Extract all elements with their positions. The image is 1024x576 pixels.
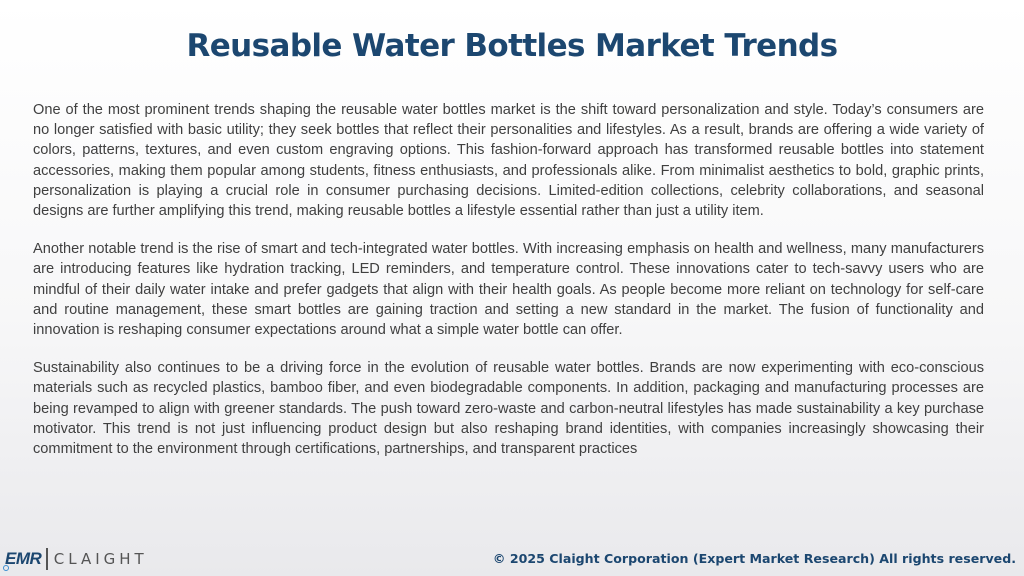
logo-text: CLAIGHT <box>53 550 148 568</box>
logo-dot-icon <box>3 565 9 571</box>
slide-body: One of the most prominent trends shaping… <box>33 100 984 477</box>
paragraph-smart-bottles: Another notable trend is the rise of sma… <box>33 241 984 339</box>
logo-mark: EMR <box>3 549 42 571</box>
paragraph-sustainability: Sustainability also continues to be a dr… <box>33 360 984 458</box>
logo-divider <box>46 548 48 570</box>
copyright-notice: © 2025 Claight Corporation (Expert Marke… <box>492 551 1016 566</box>
logo-mark-text: EMR <box>5 549 42 568</box>
slide-title: Reusable Water Bottles Market Trends <box>186 28 838 64</box>
paragraph-personalization: One of the most prominent trends shaping… <box>33 102 984 220</box>
company-logo: EMR CLAIGHT <box>3 545 148 573</box>
